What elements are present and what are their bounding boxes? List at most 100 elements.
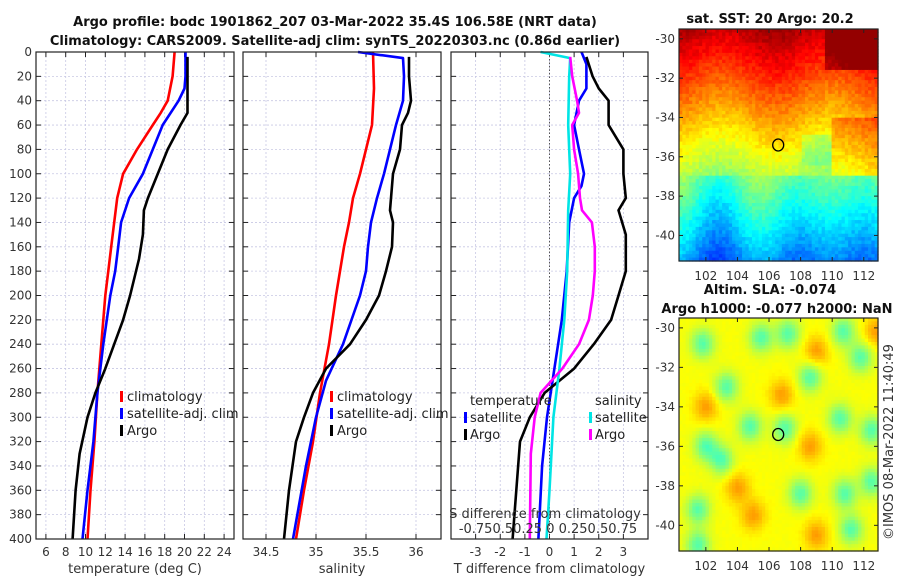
map-cell [761,148,766,153]
map-cell [851,114,856,119]
map-cell [722,196,727,201]
map-cell [771,46,776,51]
map-cell [692,151,697,156]
map-cell [874,182,879,187]
map-cell [828,216,833,221]
map-cell [838,46,843,51]
map-cell [775,196,780,201]
map-cell [788,80,793,85]
map-cell [844,104,849,109]
series-line-salinity-satellite [540,50,572,540]
map-cell [844,87,849,92]
map-cell [748,100,753,105]
map-cell [705,83,710,88]
map-cell [781,46,786,51]
map-cell [854,66,859,71]
map-cell [805,196,809,201]
map-cell [808,203,813,208]
map-cell [742,209,746,214]
map-cell [824,158,829,163]
map-cell [688,52,693,57]
map-cell [748,196,753,201]
map-cell [751,162,756,167]
map-cell [775,145,780,150]
map-cell [679,145,683,150]
map-cell [742,127,746,132]
map-cell [712,162,717,167]
map-cell [868,110,872,115]
map-cell [702,87,707,92]
map-cell [682,199,687,204]
y-tick-label: 40 [17,94,32,108]
map-cell [791,87,796,92]
map-cell [761,199,766,204]
map-cell [718,117,723,122]
map-cell [738,87,743,92]
map-cell [761,104,766,109]
map-cell [775,206,780,211]
map-cell [871,172,876,177]
map-cell [775,35,780,40]
map-cell [838,127,843,132]
map-cell [688,223,693,228]
map-cell [798,168,803,173]
map-cell [722,90,727,95]
map-cell [708,203,713,208]
map-cell [765,182,770,187]
map-cell [874,63,879,68]
map-cell [708,80,713,85]
map-cell [751,168,756,173]
map-cell [705,196,710,201]
map-cell [712,83,717,88]
map-cell [851,138,856,143]
map-cell [781,192,786,197]
map-cell [742,100,746,105]
map-cell [768,32,773,37]
map-cell [871,162,876,167]
map-cell [814,32,819,37]
map-cell [864,162,869,167]
map-cell [732,151,736,156]
map-cell [861,39,866,44]
map-cell [785,216,790,221]
map-cell [874,141,879,146]
map-cell [824,117,829,122]
map-cell [765,175,770,180]
map-cell [851,203,856,208]
map-cell [718,131,723,136]
map-cell [805,39,809,44]
map-cell [818,56,823,61]
map-cell [828,124,833,129]
map-cell [864,138,869,143]
map-cell [758,69,763,74]
map-cell [712,158,717,163]
map-cell [791,29,796,34]
map-cell [705,206,710,211]
map-cell [801,213,806,218]
map-cell [722,155,727,160]
map-cell [778,127,783,132]
sla-map: 102 104 106 108 110 112-30-32-34-36-38-40Alti… [655,283,892,573]
map-cell [775,69,780,74]
map-cell [798,192,803,197]
map-cell [795,175,799,180]
map-cell [758,216,763,221]
map-cell [871,168,876,173]
map-cell [818,127,823,132]
map-cell [732,175,736,180]
map-cell [851,158,856,163]
map-cell [708,56,713,61]
map-cell [824,185,829,190]
map-cell [745,110,750,115]
map-cell [834,69,839,74]
map-cell [761,39,766,44]
map-cell [841,141,846,146]
map-cell [685,189,690,194]
map-cell [748,192,753,197]
map-cell [688,175,693,180]
map-cell [808,127,813,132]
map-cell [755,138,760,143]
map-cell [861,76,866,81]
map-cell [728,59,733,64]
map-cell [785,80,790,85]
